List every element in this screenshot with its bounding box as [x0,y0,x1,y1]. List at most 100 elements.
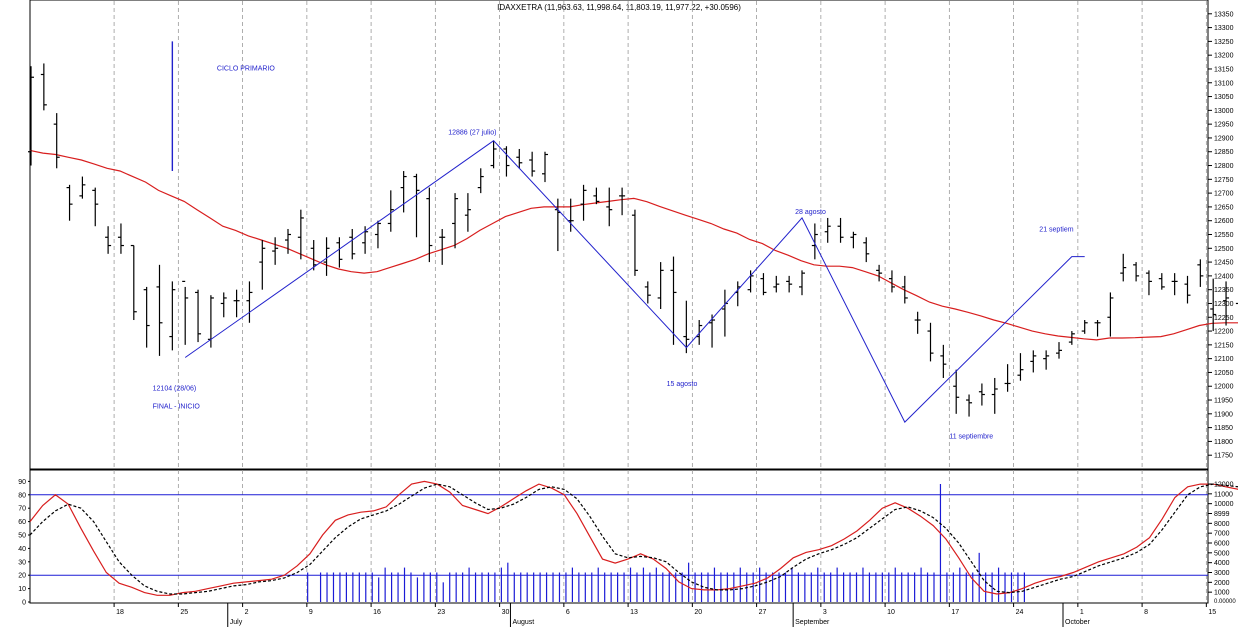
ohlc-bar [323,237,330,276]
ohlc-bar [773,275,780,293]
ohlc-bar [1235,302,1238,305]
price-tick-label: 12050 [1214,370,1234,377]
x-tick-label: 24 [1016,609,1024,616]
ohlc-bar [490,140,497,169]
ohlc-bar [387,190,394,232]
stoch-tick-label: 80 [18,492,26,499]
ohlc-bar [888,270,895,293]
x-tick-label: 25 [180,609,188,616]
month-label: October [1065,619,1091,626]
ohlc-bar [362,226,369,254]
ohlc-bar [567,198,574,232]
ohlc-bar [542,151,548,183]
volume-tick-label: 7000 [1214,531,1230,538]
ohlc-bar [297,209,304,260]
ohlc-bar [1004,364,1011,392]
price-tick-label: 12750 [1214,177,1234,184]
x-tick-label: 6 [566,609,570,616]
x-tick-label: 8 [1144,609,1148,616]
ohlc-bar [220,292,227,318]
price-tick-label: 12500 [1214,246,1234,253]
price-tick-label: 12150 [1214,342,1234,349]
ohlc-bar [413,173,420,238]
ohlc-bar [1107,292,1114,337]
volume-tick-label: 4000 [1214,560,1230,567]
chart-title: IDAXXETRA (11,963.63, 11,998.64, 11,803.… [497,3,741,12]
volume-tick-label: 3000 [1214,570,1230,577]
volume-tick-label: 6000 [1214,541,1230,548]
ohlc-bar [117,223,124,254]
ohlc-bar [1030,350,1037,373]
x-tick-label: 27 [759,609,767,616]
ohlc-bar [734,281,741,307]
stoch-tick-label: 70 [18,506,26,513]
month-label: September [795,619,830,626]
ohlc-bar [246,281,253,323]
stoch-tick-label: 10 [18,586,26,593]
x-tick-label: 16 [373,609,381,616]
price-annotation: 12886 (27 julio) [448,130,496,137]
ohlc-bar [619,187,626,216]
price-tick-label: 12400 [1214,273,1234,280]
ohlc-bar [92,187,99,227]
stoch-tick-label: 0 [22,600,26,607]
ohlc-bar [195,289,202,343]
x-tick-label: 30 [502,609,510,616]
price-tick-label: 12250 [1214,315,1234,322]
volume-tick-label: 8999 [1214,511,1230,518]
ohlc-bar [1197,259,1204,287]
price-tick-label: 12450 [1214,260,1234,267]
price-tick-label: 11900 [1214,411,1233,418]
ohlc-bar [1068,331,1075,345]
ohlc-bar [477,168,484,194]
zigzag-cycle-line [184,140,1085,423]
ohlc-bar [747,270,754,293]
indicator-panel-frame [29,469,1209,604]
x-tick-label: 9 [309,609,313,616]
ohlc-bar [503,146,510,177]
volume-tick-label: 12000 [1214,482,1234,489]
ohlc-bar [233,289,240,318]
ohlc-bar [285,228,291,254]
price-tick-label: 13200 [1214,53,1234,60]
ohlc-bar [1223,281,1230,326]
ohlc-bar [940,344,947,378]
ohlc-bar [529,151,536,177]
price-annotation: 11 septiembre [949,434,993,441]
volume-tick-label: 2000 [1214,580,1230,587]
stoch-tick-label: 60 [18,519,26,526]
ohlc-bar [28,66,34,166]
ohlc-bar [1145,270,1152,296]
x-tick-label: 23 [437,609,445,616]
ohlc-bar [53,113,60,169]
ohlc-bar [837,217,844,243]
ohlc-bar [516,148,523,169]
stoch-tick-label: 30 [18,559,26,566]
ohlc-bar [927,322,934,362]
ohlc-bar [1210,278,1217,332]
ohlc-bar [1017,353,1024,381]
ohlc-bar [657,262,664,309]
price-tick-label: 12200 [1214,329,1234,336]
price-tick-label: 12850 [1214,149,1234,156]
ohlc-bar [105,226,112,254]
ohlc-bar [143,286,150,348]
x-tick-label: 20 [694,609,702,616]
ohlc-bar [1056,342,1062,359]
ohlc-bar [374,220,381,249]
x-tick-label: 2 [245,609,249,616]
price-tick-label: 12100 [1214,356,1234,363]
ohlc-bar [1133,262,1140,282]
ohlc-bar [130,244,137,321]
ohlc-bar [978,383,985,406]
ohlc-bar [1043,350,1050,370]
ohlc-bar [66,184,73,221]
ohlc-bar [169,281,176,351]
ohlc-bar [349,228,356,260]
price-tick-label: 12650 [1214,204,1234,211]
ohlc-bar [966,394,973,417]
ohlc-bar [1184,275,1191,304]
price-tick-label: 13150 [1214,66,1234,73]
price-tick-label: 11750 [1214,453,1233,460]
